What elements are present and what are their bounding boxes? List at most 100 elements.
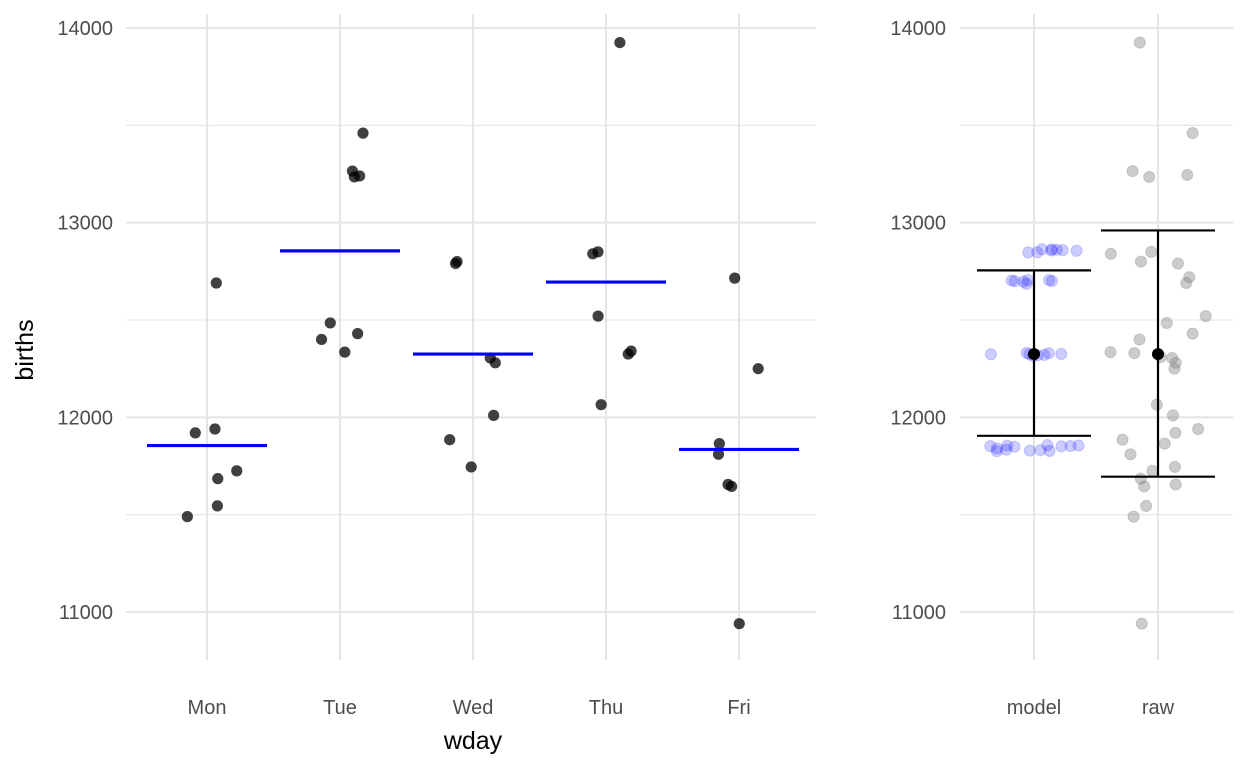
data-point [587,248,599,260]
left-marks [147,37,799,630]
right-marks [977,36,1215,630]
raw-point [1169,478,1182,491]
raw-point [1116,433,1129,446]
data-point [752,363,764,375]
model-point [984,440,997,453]
data-point [713,438,725,450]
model-point [1045,274,1059,288]
x-axis-title: wday [443,727,503,755]
data-point [315,333,328,346]
x-tick-label: Tue [323,697,357,719]
raw-point [1124,448,1137,461]
x-tick-label: raw [1142,697,1175,719]
model-point [1005,274,1018,287]
model-point [1020,277,1033,290]
raw-point [1127,510,1140,523]
model-point [1021,274,1034,287]
y-tick-label: 14000 [57,18,113,40]
raw-point [1145,245,1158,258]
raw-point [1150,398,1163,411]
raw-point [1166,351,1179,365]
model-point [990,442,1003,455]
raw-point [1160,316,1173,330]
raw-point [1158,437,1171,450]
model-point [1045,243,1059,256]
model-point [1064,439,1077,453]
model-point [1017,275,1030,288]
right-grid [960,14,1233,660]
data-point [614,37,626,49]
y-tick-label: 11000 [59,602,113,624]
y-axis-title: births [11,319,39,380]
model-point [1045,244,1058,257]
raw-point [1133,333,1146,346]
y-tick-label: 13000 [890,213,946,235]
raw-point [1104,346,1117,359]
data-point [449,257,462,270]
model-point [1072,439,1085,452]
y-tick-label: 12000 [890,407,946,429]
data-point [726,480,738,493]
data-point [189,427,201,439]
raw-point [1138,480,1151,493]
data-point [729,272,741,284]
data-point [324,317,336,329]
model-point [1008,275,1021,288]
raw-point [1126,164,1139,178]
raw-point [1181,168,1194,182]
raw-point [1166,409,1180,422]
data-point [489,357,501,369]
model-point [1055,440,1068,453]
raw-point [1192,422,1205,436]
model-point [1050,243,1063,256]
model-point [1041,439,1054,452]
data-point [352,328,364,340]
model-point [1070,244,1083,257]
model-point [984,348,997,361]
data-point [444,434,456,446]
x-tick-label: Wed [453,697,494,719]
data-point [231,465,243,477]
mean-point [1028,348,1040,361]
y-tick-label: 13000 [57,213,113,235]
model-point [1034,444,1047,457]
x-tick-label: Mon [188,697,227,719]
data-point [211,500,223,512]
model-point [1035,243,1049,256]
data-point [712,448,725,460]
model-point [1000,443,1013,456]
model-point [1001,439,1014,452]
data-point [592,310,604,322]
raw-point [1128,346,1141,360]
x-tick-label: model [1007,697,1061,719]
raw-point [1168,362,1181,375]
data-point [622,348,634,360]
model-point [1043,444,1056,458]
raw-point [1143,170,1156,184]
model-point [1022,246,1035,259]
raw-point [1146,464,1159,477]
raw-point [1183,271,1196,284]
left-grid [126,14,816,660]
y-tick-label: 14000 [890,18,946,40]
data-point [357,127,369,139]
mean-point [1152,348,1164,361]
raw-point [1169,426,1182,440]
data-point [210,277,222,289]
model-point [1031,246,1044,259]
data-point [595,399,607,411]
raw-point [1140,499,1153,513]
raw-point [1104,247,1117,260]
raw-point [1135,617,1148,630]
x-tick-label: Fri [727,697,750,719]
y-tick-label: 12000 [57,407,113,429]
raw-point [1186,327,1199,340]
data-point [181,511,193,523]
data-point [348,171,360,183]
raw-point [1171,257,1185,270]
raw-point [1169,356,1182,369]
data-point [488,409,500,421]
model-point [1008,440,1021,453]
